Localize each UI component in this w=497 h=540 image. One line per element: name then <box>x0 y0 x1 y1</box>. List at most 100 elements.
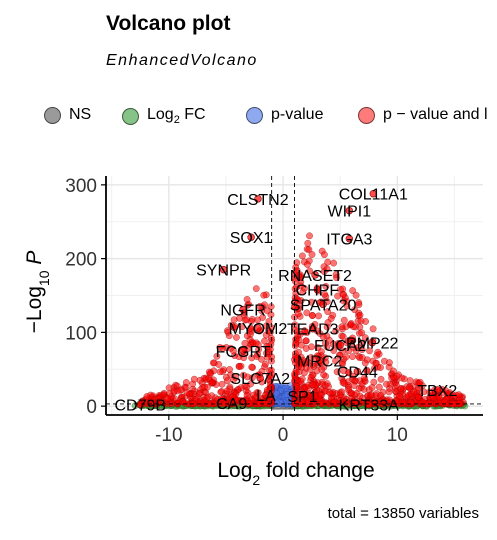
point-both <box>338 323 346 331</box>
legend-key-both <box>358 106 375 124</box>
point-both <box>392 381 400 389</box>
point-both <box>247 380 255 388</box>
point-both <box>306 232 313 240</box>
point-both <box>357 317 365 325</box>
point-both <box>369 325 377 333</box>
legend-item-log2fc: Log2 FC <box>122 106 206 126</box>
point-both <box>332 357 340 365</box>
point-both <box>322 282 330 290</box>
gene-label: MRC2 <box>297 353 342 370</box>
legend-item-pvalue-and-log2fc: p − value and l <box>358 106 488 124</box>
gene-label: CLSTN2 <box>227 192 288 209</box>
point-both <box>358 380 366 388</box>
point-both <box>305 246 313 253</box>
point-both <box>368 384 376 391</box>
point-both <box>393 372 401 380</box>
point-both <box>343 302 351 310</box>
point-both <box>303 261 311 268</box>
legend-label-both: p − value and l <box>383 106 488 123</box>
gene-label: MYOM2 <box>229 321 288 338</box>
point-both <box>324 308 332 316</box>
point-both <box>309 381 317 388</box>
point-both <box>197 397 204 405</box>
point-both <box>325 388 333 396</box>
point-both <box>355 301 363 309</box>
point-both <box>407 399 415 407</box>
point-both <box>230 316 238 324</box>
gene-label: TEAD3 <box>287 322 339 339</box>
point-both <box>358 329 366 337</box>
point-p <box>283 390 291 398</box>
point-both <box>206 370 214 378</box>
point-both <box>383 380 390 388</box>
point-both <box>232 333 240 341</box>
y-tick-label: 0 <box>86 397 97 418</box>
point-both <box>176 386 184 394</box>
point-both <box>267 311 275 319</box>
gene-label: CD44 <box>337 364 378 381</box>
point-both <box>307 373 315 381</box>
point-both <box>425 399 433 407</box>
point-both <box>292 369 300 377</box>
point-both <box>292 340 300 348</box>
gene-label: ITGA3 <box>326 232 372 249</box>
y-tick-label: 100 <box>65 323 97 344</box>
x-tick-label: 10 <box>387 425 408 446</box>
gene-label: SLC7A2 <box>230 371 290 388</box>
legend-label-pvalue: p-value <box>271 106 324 123</box>
point-both <box>336 286 344 293</box>
gene-label: NGFR <box>220 303 265 320</box>
point-both <box>320 371 328 379</box>
point-both <box>204 393 212 401</box>
point-both <box>252 285 260 293</box>
point-both <box>291 377 299 385</box>
point-both <box>208 378 216 386</box>
scatter-points <box>131 190 469 410</box>
gene-label: LA <box>256 388 276 405</box>
point-both <box>385 359 393 367</box>
point-both <box>181 399 189 407</box>
point-both <box>352 390 360 398</box>
gene-label: TBX2 <box>417 383 457 400</box>
caption-total: total = 13850 variables <box>327 505 479 522</box>
point-both <box>182 379 190 386</box>
legend-label-ns: NS <box>69 106 92 123</box>
gene-label: SOX1 <box>230 230 273 247</box>
point-both <box>350 382 358 389</box>
point-both <box>323 343 331 351</box>
gene-label: WIPI1 <box>328 204 372 221</box>
gene-label: FCGRT <box>216 344 271 361</box>
point-both <box>215 361 223 368</box>
point-both <box>339 379 347 387</box>
point-both <box>333 274 340 282</box>
point-both <box>224 328 232 336</box>
point-both <box>356 311 364 319</box>
point-both <box>406 377 414 385</box>
gene-label: CD79B <box>114 398 166 415</box>
point-both <box>366 347 373 355</box>
gene-label: FUCA2 <box>314 338 367 355</box>
point-both <box>324 319 332 326</box>
legend-key-pvalue <box>246 106 263 124</box>
point-both <box>316 391 324 399</box>
point-both <box>240 354 248 362</box>
point-both <box>349 287 357 295</box>
chart-title: Volcano plot <box>106 12 231 35</box>
point-both <box>190 375 198 383</box>
legend-item-ns: NS <box>44 106 91 124</box>
chart-subtitle: EnhancedVolcano <box>106 52 258 69</box>
legend-item-pvalue: p-value <box>246 106 323 124</box>
point-both <box>302 337 310 345</box>
x-axis-label: Log2 fold change <box>217 459 374 488</box>
point-both <box>216 368 224 376</box>
gene-label: KRT33A <box>339 398 400 415</box>
point-both <box>235 363 243 370</box>
point-both <box>254 316 262 324</box>
y-tick-label: 300 <box>65 176 97 197</box>
point-both <box>302 345 310 352</box>
point-both <box>377 375 385 383</box>
point-both <box>203 383 211 391</box>
point-both <box>340 316 348 324</box>
y-axis-label: −Log10 P <box>23 251 52 334</box>
